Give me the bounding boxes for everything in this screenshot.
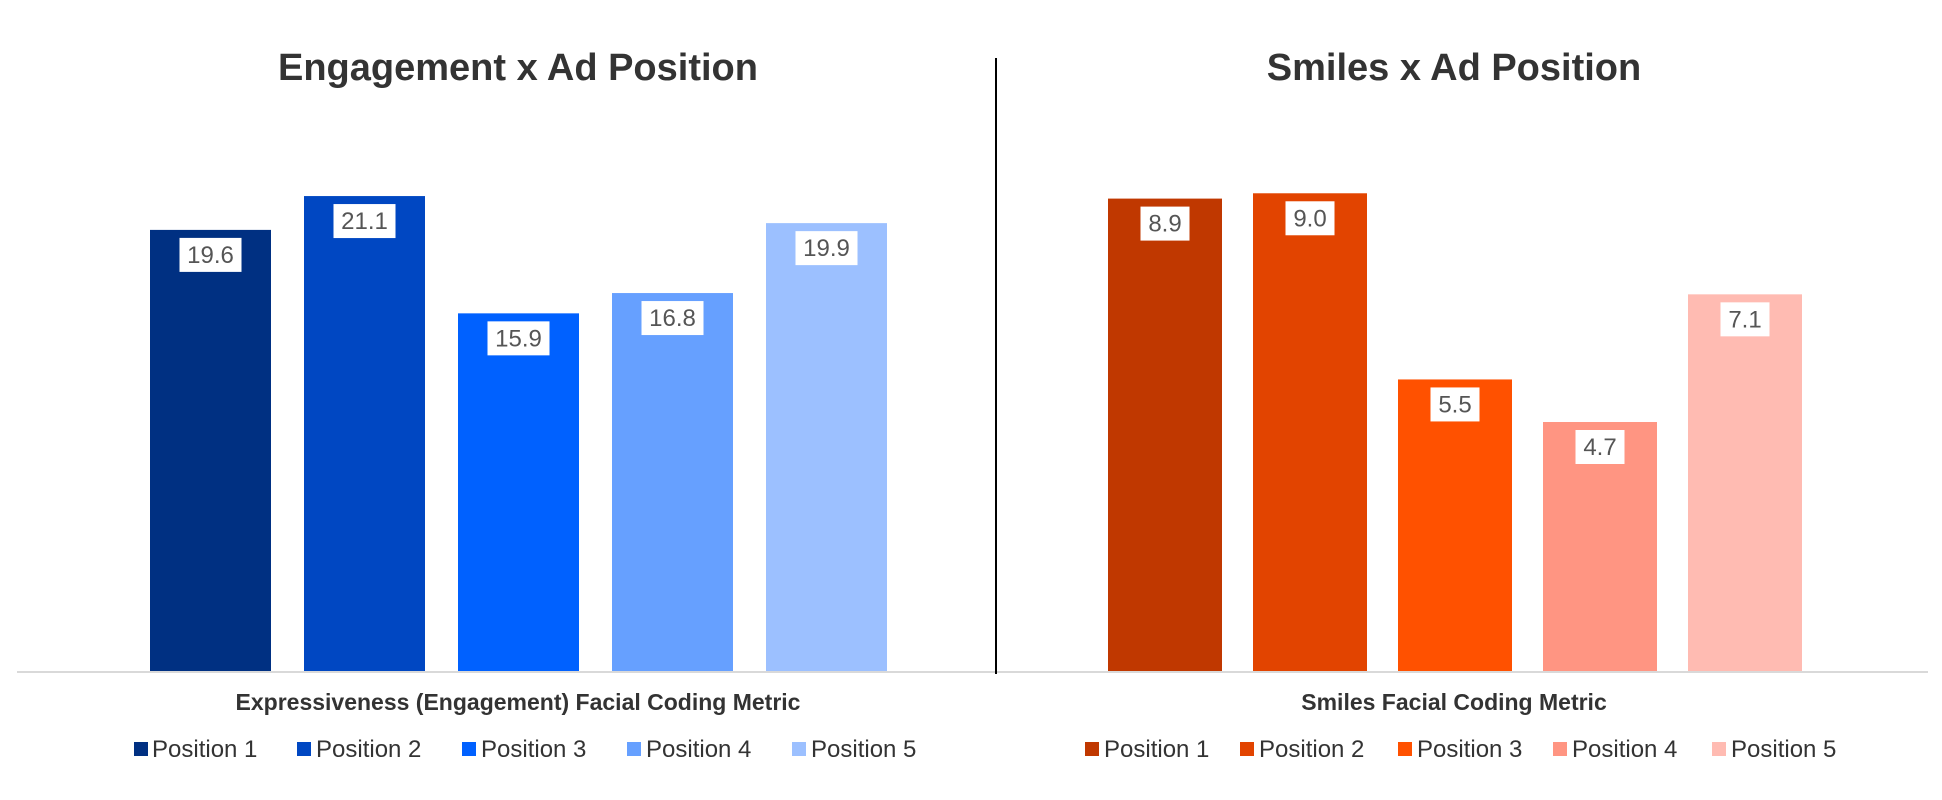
- data-label: 5.5: [1438, 391, 1471, 418]
- x-axis-label: Smiles Facial Coding Metric: [1301, 689, 1607, 715]
- legend-label: Position 1: [1104, 736, 1209, 763]
- bar-position-3: [1398, 379, 1512, 672]
- legend-swatch: [1712, 742, 1726, 756]
- data-label-box: [1575, 430, 1625, 464]
- data-label-box: [487, 321, 550, 356]
- bar-position-1: [1108, 198, 1222, 672]
- bar-position-5: [766, 223, 887, 673]
- legend-swatch: [297, 742, 311, 756]
- x-axis-label: Expressiveness (Engagement) Facial Codin…: [236, 689, 801, 715]
- data-label-box: [795, 231, 858, 266]
- data-label: 19.9: [803, 235, 850, 262]
- data-label-box: [333, 204, 396, 239]
- bar-position-2: [1253, 193, 1367, 672]
- bar-group: [1108, 193, 1802, 672]
- legend: Position 1 Position 2 Position 3 Position 4…: [1085, 736, 1836, 763]
- legend-label: Position 1: [152, 736, 257, 763]
- bar-position-2: [304, 196, 425, 672]
- bar-position-1: [150, 229, 271, 673]
- data-label: 16.8: [649, 305, 696, 332]
- data-label: 7.1: [1728, 306, 1761, 333]
- bar-position-3: [458, 313, 579, 672]
- data-label-box: [1285, 201, 1335, 236]
- legend-label: Position 2: [316, 736, 421, 763]
- bar-group: [150, 196, 887, 673]
- legend-label: Position 4: [1572, 736, 1677, 763]
- data-label-box: [1140, 206, 1190, 241]
- legend-swatch: [1398, 742, 1412, 756]
- smiles-chart: Smiles x Ad Position 8.9 9.0 5.5 4.7 7.1 Smi…: [1085, 47, 1836, 763]
- data-label: 4.7: [1583, 434, 1616, 461]
- data-label: 8.9: [1148, 211, 1181, 238]
- data-label: 19.6: [187, 242, 234, 269]
- data-label-group: 8.9 9.0 5.5 4.7 7.1: [1140, 201, 1770, 464]
- legend-label: Position 5: [1731, 736, 1836, 763]
- data-label: 21.1: [341, 208, 388, 235]
- data-label-box: [1430, 387, 1480, 422]
- legend-swatch: [1240, 742, 1254, 756]
- data-label-box: [1720, 302, 1770, 337]
- chart-title: Smiles x Ad Position: [1267, 47, 1641, 89]
- legend-label: Position 4: [646, 736, 751, 763]
- data-label: 9.0: [1293, 205, 1326, 232]
- legend-swatch: [792, 742, 806, 756]
- legend-swatch: [627, 742, 641, 756]
- legend-label: Position 3: [481, 736, 586, 763]
- data-label-box: [641, 301, 704, 336]
- data-label: 15.9: [495, 325, 542, 352]
- bar-position-4: [612, 293, 733, 672]
- legend-swatch: [134, 742, 148, 756]
- data-label-group: 19.6 21.1 15.9 16.8 19.9: [179, 204, 858, 356]
- data-label-box: [179, 237, 242, 272]
- legend-swatch: [1085, 742, 1099, 756]
- legend: Position 1 Position 2 Position 3 Position 4…: [134, 736, 916, 763]
- legend-label: Position 2: [1259, 736, 1364, 763]
- bar-position-5: [1688, 294, 1802, 672]
- legend-label: Position 3: [1417, 736, 1522, 763]
- legend-swatch: [1553, 742, 1567, 756]
- legend-swatch: [462, 742, 476, 756]
- legend-label: Position 5: [811, 736, 916, 763]
- engagement-chart: Engagement x Ad Position 19.6 21.1 15.9 16.…: [134, 47, 916, 763]
- chart-title: Engagement x Ad Position: [278, 47, 758, 89]
